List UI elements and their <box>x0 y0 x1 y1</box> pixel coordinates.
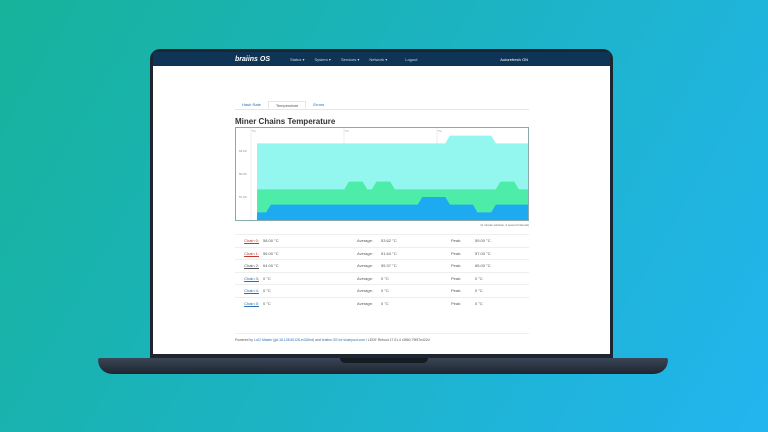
table-row: Chain 5: 0 °C Average: 0 °C Peak: 0 °C <box>235 296 529 310</box>
footer: Powered by LuCI Master (git-18.128.50128… <box>235 333 529 342</box>
peak-label: Peak: <box>451 238 462 244</box>
chain-value: 64.00 °C <box>263 263 279 269</box>
chain-link[interactable]: Chain 2: <box>244 263 259 269</box>
average-label: Average: <box>357 250 373 256</box>
x-tick-label: Tu <box>345 129 349 133</box>
table-row: Chain 1: 56.00 °C Average: 51.64 °C Peak: 57.… <box>235 246 529 260</box>
chain-link[interactable]: Chain 3: <box>244 275 259 281</box>
chain-link[interactable]: Chain 0: <box>244 238 259 244</box>
y-tick-label: 60.00 <box>239 172 247 176</box>
peak-value: 57.00 °C <box>475 250 491 256</box>
average-label: Average: <box>357 288 373 294</box>
luci-link[interactable]: LuCI Master (git-18.128.50128-e432fcd) <box>253 338 315 342</box>
footer-text: / LEDE Reboot 17.01.4 r3560-79f57e422d <box>365 338 430 342</box>
chain-table: Chain 0: 58.00 °C Average: 53.62 °C Peak: 59.… <box>235 234 529 309</box>
chain-value: 56.00 °C <box>263 250 279 256</box>
screen: braiins OS Status ▾ System ▾ Services ▾ … <box>153 52 610 354</box>
average-label: Average: <box>357 275 373 281</box>
average-label: Average: <box>357 238 373 244</box>
menu-network[interactable]: Network ▾ <box>369 56 388 62</box>
average-value: 0 °C <box>381 300 389 306</box>
chain-value: 58.00 °C <box>263 238 279 244</box>
chain-link[interactable]: Chain 4: <box>244 288 259 294</box>
chain-value: 0 °C <box>263 275 271 281</box>
average-label: Average: <box>357 300 373 306</box>
menu-system[interactable]: System ▾ <box>314 56 331 62</box>
page-title: Miner Chains Temperature <box>235 117 336 126</box>
peak-label: Peak: <box>451 275 462 281</box>
menu-logout[interactable]: Logout <box>405 56 418 62</box>
table-row: Chain 0: 58.00 °C Average: 53.62 °C Peak: 59.… <box>235 234 529 247</box>
peak-value: 0 °C <box>475 300 483 306</box>
peak-value: 0 °C <box>475 288 483 294</box>
table-row: Chain 2: 64.00 °C Average: 55.37 °C Peak: 65.… <box>235 259 529 272</box>
autorefresh-toggle[interactable]: Autorefresh ON <box>500 56 528 62</box>
x-tick-label: Tu <box>438 129 442 133</box>
x-tick-label: Tu <box>252 129 256 133</box>
menu-services[interactable]: Services ▾ <box>340 56 360 62</box>
average-value: 53.62 °C <box>381 238 397 244</box>
tab-errors[interactable]: Errors <box>313 102 325 107</box>
chart-svg: 63.00 60.00 57.00 Tu Tu Tu <box>239 128 528 220</box>
tab-bar: Hash Rate Temperature Errors <box>235 101 529 110</box>
table-row: Chain 3: 0 °C Average: 0 °C Peak: 0 °C <box>235 271 529 285</box>
peak-label: Peak: <box>451 263 462 269</box>
y-tick-label: 63.00 <box>239 149 247 153</box>
chain-value: 0 °C <box>263 300 271 306</box>
laptop-base <box>98 358 668 374</box>
y-tick-label: 57.00 <box>239 195 247 199</box>
chain-link[interactable]: Chain 5: <box>244 300 259 306</box>
table-row: Chain 4: 0 °C Average: 0 °C Peak: 0 °C <box>235 284 529 297</box>
braiins-link[interactable]: braiins OS for slushpool.com <box>321 338 366 342</box>
footer-text: Powered by <box>235 338 254 342</box>
chart-note: (2 minute window, 2 second interval) <box>480 223 529 227</box>
chain-value: 0 °C <box>263 288 271 294</box>
average-value: 51.64 °C <box>381 250 397 256</box>
average-value: 55.37 °C <box>381 263 397 269</box>
menu-status[interactable]: Status ▾ <box>290 56 305 62</box>
peak-value: 65.00 °C <box>475 263 491 269</box>
temperature-chart: 63.00 60.00 57.00 Tu Tu Tu <box>235 127 529 221</box>
laptop-frame: braiins OS Status ▾ System ▾ Services ▾ … <box>150 49 613 360</box>
tab-hash-rate[interactable]: Hash Rate <box>242 102 261 107</box>
laptop-notch <box>340 358 428 363</box>
average-value: 0 °C <box>381 275 389 281</box>
peak-label: Peak: <box>451 288 462 294</box>
average-label: Average: <box>357 263 373 269</box>
peak-label: Peak: <box>451 300 462 306</box>
peak-label: Peak: <box>451 250 462 256</box>
navbar: braiins OS Status ▾ System ▾ Services ▾ … <box>153 52 610 66</box>
logo[interactable]: braiins OS <box>235 55 271 63</box>
tab-temperature[interactable]: Temperature <box>267 101 307 109</box>
peak-value: 59.00 °C <box>475 238 491 244</box>
footer-text: and <box>314 338 322 342</box>
series-area-2 <box>257 197 528 220</box>
average-value: 0 °C <box>381 288 389 294</box>
peak-value: 0 °C <box>475 275 483 281</box>
chain-link[interactable]: Chain 1: <box>244 250 259 256</box>
